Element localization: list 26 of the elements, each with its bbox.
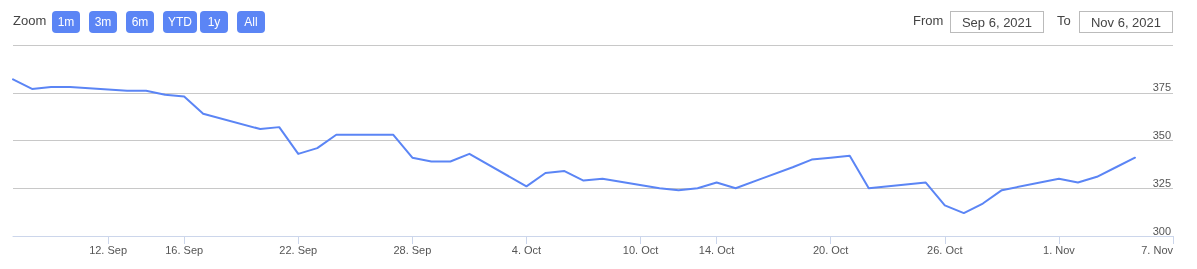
text: Zoom: [13, 13, 47, 28]
text: All: [237, 11, 265, 33]
y-tick-label: 350: [1152, 129, 1171, 141]
text: To: [1057, 13, 1071, 28]
y-tick-label: 300: [1152, 224, 1171, 237]
x-tick-label: 26. Oct: [927, 243, 963, 256]
x-tick-label: 7. Nov: [1141, 243, 1174, 256]
text: 1m: [52, 11, 80, 33]
text: YTD: [163, 11, 197, 33]
text: 1y: [200, 11, 228, 33]
y-tick-label: 375: [1152, 81, 1171, 94]
text: 3m: [89, 11, 117, 33]
text: Nov 6, 2021: [1079, 11, 1173, 33]
x-tick-label: 16. Sep: [165, 243, 204, 256]
text: 6m: [126, 11, 154, 33]
x-tick-label: 28. Sep: [393, 243, 432, 256]
x-tick-label: 10. Oct: [622, 243, 659, 256]
x-tick-label: 20. Oct: [812, 243, 849, 256]
x-tick-label: 1. Nov: [1043, 243, 1076, 256]
text: Sep 6, 2021: [950, 11, 1044, 33]
x-tick-label: 4. Oct: [511, 243, 542, 256]
y-tick-label: 325: [1152, 176, 1171, 189]
x-tick-label: 22. Sep: [279, 243, 318, 256]
text: From: [913, 13, 944, 28]
x-tick-label: 14. Oct: [698, 243, 735, 256]
x-tick-label: 12. Sep: [89, 243, 128, 256]
